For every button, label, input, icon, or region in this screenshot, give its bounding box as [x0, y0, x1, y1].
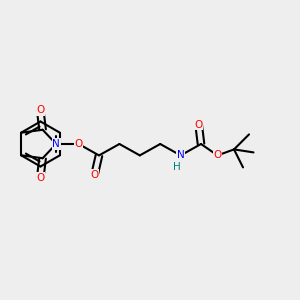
- Text: O: O: [213, 150, 222, 161]
- Text: O: O: [36, 105, 44, 115]
- Text: N: N: [52, 139, 60, 149]
- Text: N: N: [177, 149, 184, 160]
- Text: O: O: [90, 170, 99, 180]
- Text: O: O: [36, 173, 44, 183]
- Text: N: N: [177, 150, 184, 161]
- Text: N: N: [177, 150, 184, 161]
- Text: N: N: [52, 139, 60, 149]
- Text: O: O: [194, 119, 203, 130]
- Text: O: O: [74, 139, 83, 149]
- Text: H: H: [173, 162, 181, 172]
